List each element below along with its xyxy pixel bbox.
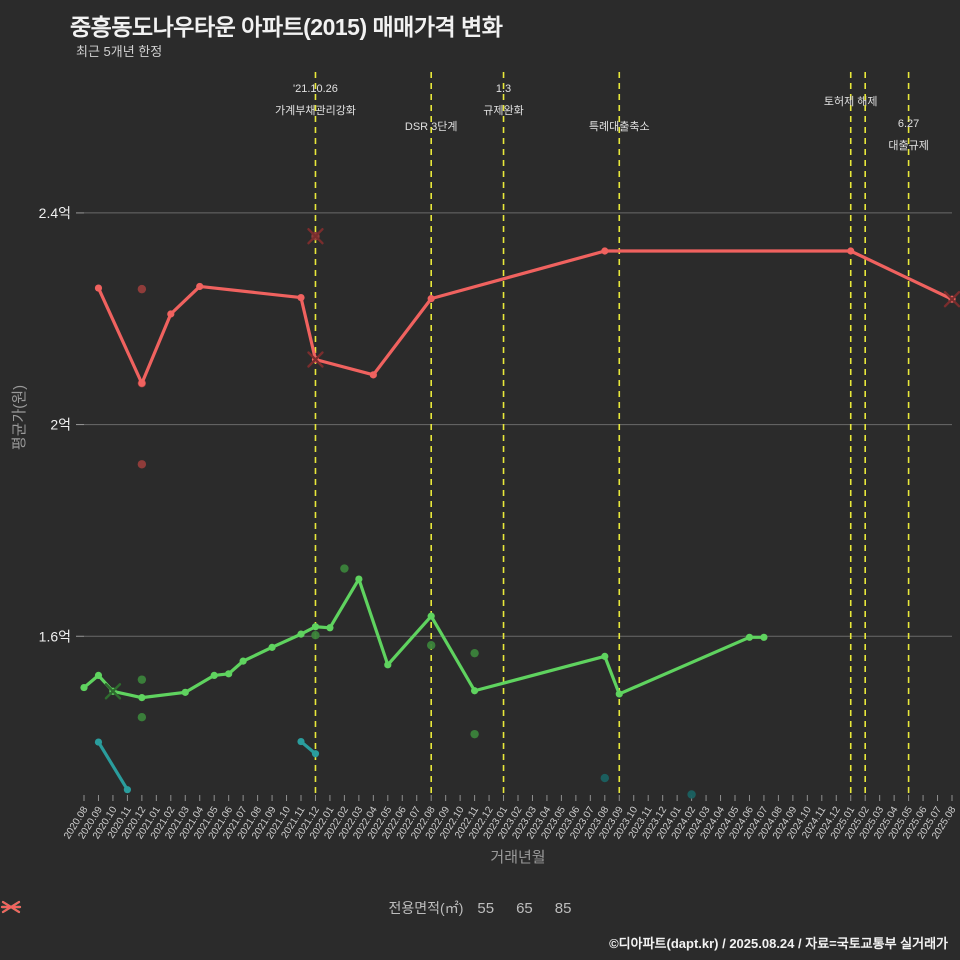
intersection-marker <box>943 290 960 308</box>
scatter-point <box>137 675 147 684</box>
series-line-65 <box>82 577 766 700</box>
page-subtitle: 최근 5개년 한정 <box>76 44 163 59</box>
series-point-65 <box>210 671 218 680</box>
series-point-65 <box>225 670 233 678</box>
annotation-label: 규제완화 <box>483 104 523 117</box>
series-point-85 <box>369 371 377 379</box>
series-point-85 <box>297 293 305 302</box>
annotation-label: 6.27 <box>898 118 919 130</box>
series-point-65 <box>471 687 479 695</box>
annotation-label: 특례대출축소 <box>589 120 650 133</box>
annotation-label: 토허제 해제 <box>824 94 878 108</box>
series-point-85 <box>427 295 435 303</box>
scatter-point <box>137 713 147 722</box>
series-point-55 <box>123 786 131 794</box>
series-point-65 <box>427 612 435 620</box>
legend-label-55: 55 <box>477 899 495 917</box>
series-point-85 <box>601 247 609 255</box>
scatter-point <box>137 284 147 294</box>
series-point-65 <box>745 633 754 641</box>
scatter-point <box>600 773 609 783</box>
series-point-65 <box>80 683 88 692</box>
annotation-label: 1.3 <box>496 83 511 95</box>
scatter-point <box>311 630 320 640</box>
series-point-65 <box>760 633 768 641</box>
legend-item-55[interactable]: 55 <box>0 899 495 917</box>
scatter-point <box>470 648 479 658</box>
series-point-65 <box>268 643 276 651</box>
annotation-label: 대출규제 <box>888 139 928 152</box>
series-line-55 <box>96 740 129 792</box>
series-point-65 <box>615 690 623 698</box>
page-title: 중흥동도나우타운 아파트(2015) 매매가격 변화 <box>70 14 503 40</box>
legend-label-65: 65 <box>516 899 533 917</box>
scatter-point <box>340 564 349 573</box>
series-point-55 <box>311 750 320 758</box>
annotation-label: '21.10.26 <box>293 83 338 95</box>
scatter-point <box>470 729 479 739</box>
series-point-65 <box>384 661 392 669</box>
footer-credit: ©디아파트(dapt.kr) / 2025.08.24 / 자료=국토교통부 실… <box>609 936 948 951</box>
series-point-85 <box>167 310 175 318</box>
series-point-85 <box>138 379 146 387</box>
series-point-65 <box>355 575 363 583</box>
chart-legend: 전용면적(㎡) 55 65 85 <box>0 898 960 918</box>
series-point-65 <box>311 623 320 631</box>
series-point-65 <box>138 694 146 702</box>
series-line-85 <box>96 249 954 385</box>
series-point-65 <box>94 671 103 680</box>
annotation-label: DSR 3단계 <box>405 120 458 133</box>
y-axis-title: 평균가(원) <box>11 385 28 450</box>
series-point-85 <box>94 284 103 292</box>
y-tick-label: 1.6억 <box>39 628 71 644</box>
y-tick-label: 2억 <box>50 417 71 433</box>
legend-item-65[interactable]: 65 <box>0 899 533 917</box>
legend-marker-icon <box>0 900 22 914</box>
intersection-marker <box>307 227 324 245</box>
series-point-65 <box>326 624 334 632</box>
series-point-65 <box>601 652 609 660</box>
series-point-85 <box>847 247 855 255</box>
scatter-point <box>687 790 696 799</box>
legend-title: 전용면적(㎡) <box>388 900 464 916</box>
legend-label-85: 85 <box>554 899 572 917</box>
scatter-point <box>137 460 147 469</box>
intersection-marker <box>307 351 324 368</box>
annotation-label: 가계부채관리강화 <box>275 104 356 117</box>
series-point-55 <box>94 738 103 746</box>
y-tick-label: 2.4억 <box>39 205 71 221</box>
legend-item-85[interactable]: 85 <box>0 899 572 917</box>
x-axis-title: 거래년월 <box>490 849 545 866</box>
series-point-85 <box>196 282 204 291</box>
scatter-point <box>427 641 436 650</box>
series-point-65 <box>297 630 305 638</box>
intersection-marker <box>104 683 122 700</box>
series-point-65 <box>239 657 247 665</box>
series-point-55 <box>297 737 305 746</box>
series-point-65 <box>181 688 189 696</box>
